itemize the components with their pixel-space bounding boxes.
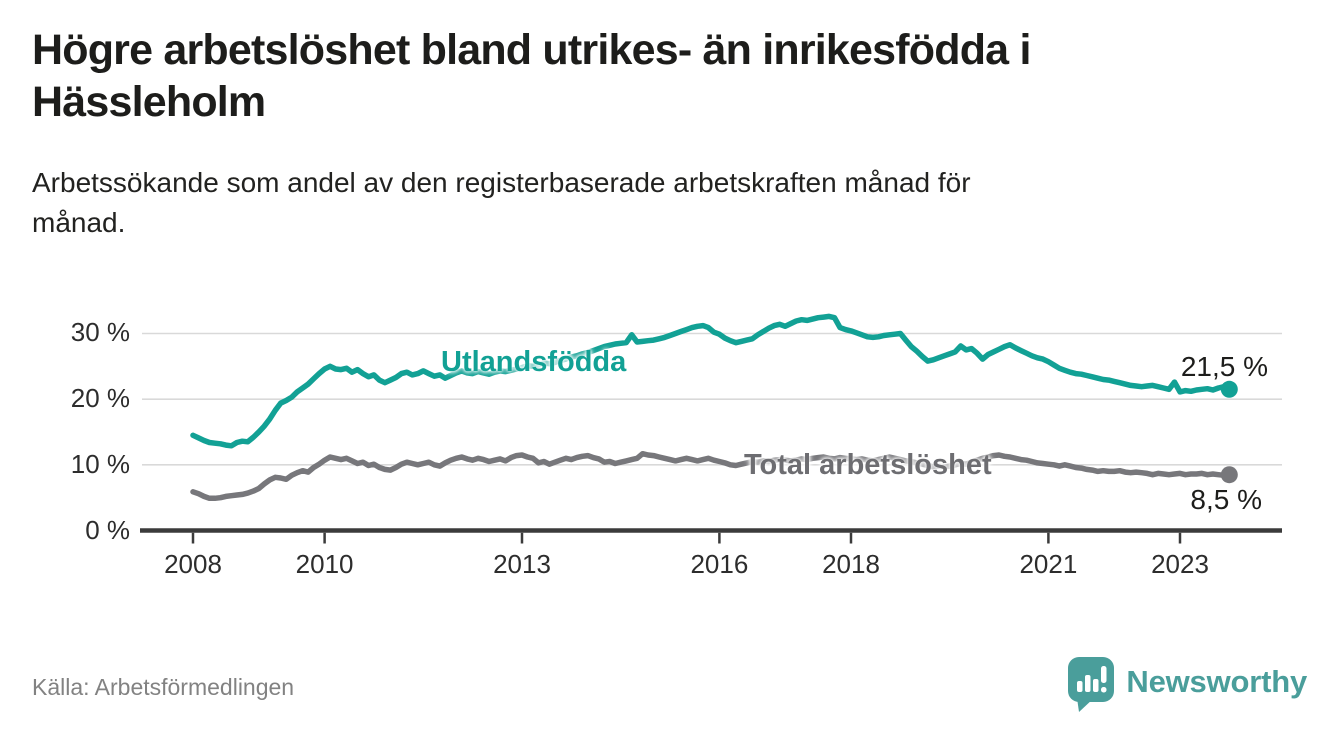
x-tick-label: 2013 — [493, 549, 551, 579]
y-tick-label: 30 % — [70, 317, 130, 348]
end-value-label-utlandsfodda: 21,5 % — [1180, 351, 1268, 382]
series-label-utlandsfodda: Utlandsfödda — [441, 346, 627, 378]
y-tick-label: 0 % — [85, 514, 130, 545]
y-tick-label: 20 % — [70, 383, 130, 414]
source-attribution: Källa: Arbetsförmedlingen — [32, 674, 295, 700]
x-tick-label: 2008 — [164, 549, 222, 579]
x-tick-label: 2021 — [1019, 549, 1078, 579]
newsworthy-logo-text: Newsworthy — [1126, 663, 1307, 699]
series-end-dot — [1220, 466, 1238, 484]
x-tick-label: 2023 — [1151, 549, 1209, 579]
newsworthy-logo-icon — [1068, 657, 1115, 712]
x-tick-label: 2018 — [822, 549, 880, 579]
chart-subtitle: Arbetssökande som andel av den registerb… — [32, 167, 971, 238]
page-title: Högre arbetslöshet bland utrikes- än inr… — [32, 26, 1031, 126]
end-value-label-total: 8,5 % — [1190, 484, 1262, 515]
series-line — [190, 450, 1233, 502]
series-line — [190, 313, 1233, 449]
newsworthy-logo: Newsworthy — [1067, 656, 1307, 714]
x-tick-label: 2016 — [690, 549, 749, 579]
series-end-dot — [1220, 380, 1238, 398]
x-tick-label: 2010 — [295, 549, 354, 579]
y-tick-label: 10 % — [70, 448, 130, 479]
series-label-total-arbetsloshet: Total arbetslöshet — [744, 449, 992, 481]
